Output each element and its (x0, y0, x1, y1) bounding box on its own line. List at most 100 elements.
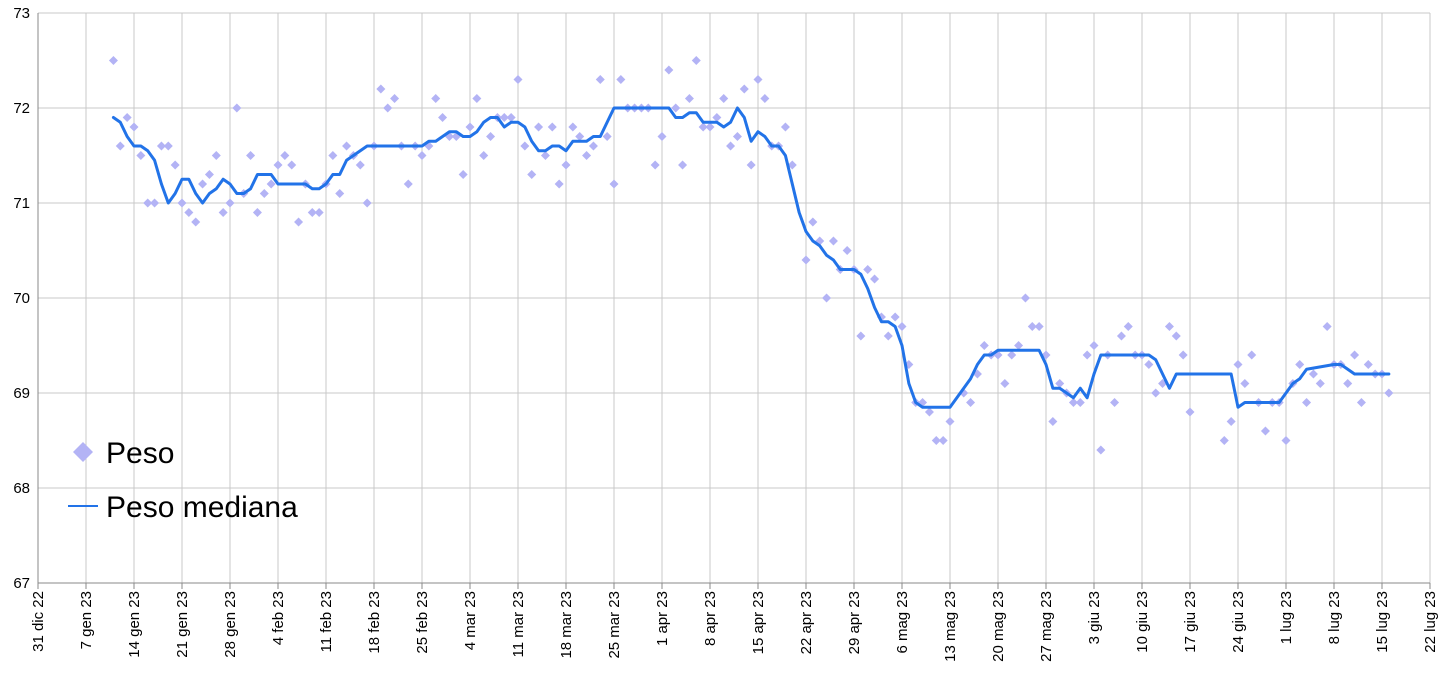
x-tick-label: 13 mag 23 (942, 591, 959, 662)
series-peso-mediana (111, 106, 1391, 409)
x-tick-label: 28 gen 23 (222, 591, 239, 658)
scatter-point (1302, 398, 1312, 407)
legend: Peso Peso mediana (68, 437, 298, 524)
scatter-point (1075, 398, 1085, 407)
scatter-point (1151, 388, 1161, 398)
scatter-point (204, 170, 214, 179)
scatter-point (1219, 436, 1229, 445)
scatter-point (472, 94, 482, 103)
x-tick-label: 18 feb 23 (366, 591, 383, 654)
scatter-point (177, 198, 187, 208)
scatter-point (1233, 360, 1243, 369)
scatter-point (506, 113, 516, 122)
scatter-point (1178, 350, 1188, 360)
scatter-point (438, 113, 448, 122)
x-tick-label: 20 mag 23 (990, 591, 1007, 662)
scatter-point (924, 407, 934, 417)
scatter-point (156, 141, 166, 151)
scatter-point (431, 94, 441, 103)
x-tick-label: 6 mag 23 (894, 591, 911, 654)
scatter-point (129, 122, 139, 132)
scatter-point (931, 436, 941, 445)
scatter-point (136, 151, 146, 160)
scatter-point (383, 103, 393, 113)
x-tick-label: 21 gen 23 (174, 591, 191, 658)
scatter-point (1048, 417, 1058, 426)
scatter-point (150, 198, 160, 208)
scatter-point (863, 265, 873, 274)
scatter-point (465, 122, 475, 132)
scatter-point (746, 160, 756, 170)
scatter-point (184, 208, 194, 217)
x-tick-label: 10 giu 23 (1134, 591, 1151, 653)
scatter-point (390, 94, 400, 103)
scatter-point (1315, 379, 1325, 388)
scatter-point (1096, 445, 1106, 455)
scatter-point (1000, 379, 1010, 388)
scatter-point (246, 151, 256, 160)
scatter-point (1226, 417, 1236, 426)
scatter-point (266, 179, 276, 189)
scatter-point (294, 217, 304, 227)
scatter-point (252, 208, 262, 217)
scatter-point (1343, 379, 1353, 388)
legend-label-peso: Peso (106, 437, 174, 470)
x-tick-label: 18 mar 23 (558, 591, 575, 659)
scatter-point (280, 151, 290, 160)
x-tick-label: 15 apr 23 (750, 591, 767, 654)
x-tick-label: 7 gen 23 (78, 591, 95, 649)
scatter-point (705, 122, 715, 132)
scatter-point (273, 160, 283, 170)
scatter-point (1350, 350, 1360, 360)
x-tick-label: 17 giu 23 (1182, 591, 1199, 653)
scatter-point (938, 436, 948, 445)
scatter-point (753, 75, 763, 84)
scatter-point (1260, 426, 1270, 436)
x-tick-label: 25 feb 23 (414, 591, 431, 654)
scatter-point (122, 113, 132, 122)
x-tick-label: 15 lug 23 (1374, 591, 1391, 653)
scatter-point (1089, 341, 1099, 350)
x-tick-labels: 31 dic 22 7 gen 23 14 gen 23 21 gen 23 28 ge… (30, 591, 1439, 662)
scatter-point (259, 189, 269, 198)
scatter-point (218, 208, 228, 217)
scatter-point (1055, 379, 1065, 388)
scatter-point (534, 122, 544, 132)
scatter-point (1020, 293, 1030, 303)
scatter-point (726, 141, 736, 151)
y-tick-label: 68 (13, 480, 30, 497)
scatter-point (664, 65, 674, 75)
scatter-point (486, 132, 496, 141)
scatter-point (417, 151, 427, 160)
scatter-point (568, 122, 578, 132)
scatter-point (1247, 350, 1257, 360)
scatter-point (554, 179, 564, 189)
scatter-point (582, 151, 592, 160)
scatter-point (376, 84, 386, 94)
x-tick-label: 31 dic 22 (30, 591, 47, 652)
scatter-point (945, 417, 955, 426)
scatter-point (211, 151, 221, 160)
scatter-point (1171, 331, 1181, 341)
y-tick-labels: 67 68 69 70 71 72 73 (13, 5, 30, 592)
scatter-point (1240, 379, 1250, 388)
scatter-point (163, 141, 173, 151)
scatter-point (1384, 388, 1394, 398)
scatter-point (143, 198, 153, 208)
scatter-point (897, 322, 907, 331)
y-tick-label: 72 (13, 100, 30, 117)
scatter-point (698, 122, 708, 132)
legend-marker-peso (73, 442, 93, 462)
x-tick-label: 24 giu 23 (1230, 591, 1247, 653)
scatter-point (588, 141, 598, 151)
scatter-point (1363, 360, 1373, 369)
scatter-point (287, 160, 297, 170)
scatter-point (458, 170, 468, 179)
grid (37, 12, 1431, 589)
scatter-point (1356, 398, 1366, 407)
scatter-point (842, 246, 852, 255)
scatter-point (616, 75, 626, 84)
x-tick-label: 8 lug 23 (1326, 591, 1343, 644)
x-tick-label: 14 gen 23 (126, 591, 143, 658)
